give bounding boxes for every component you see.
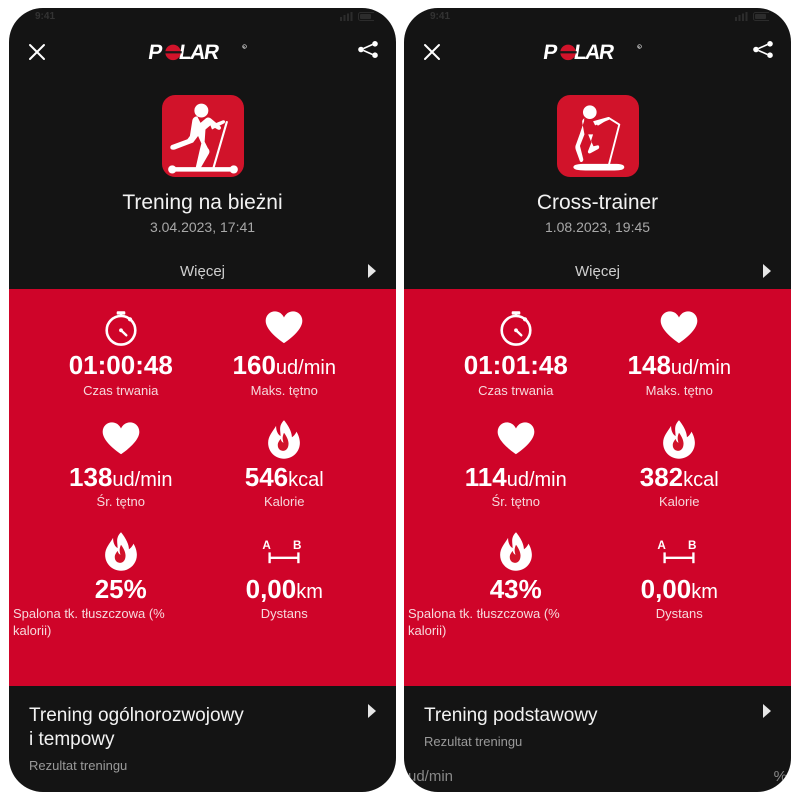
svg-text:A: A [658,539,667,552]
svg-text:B: B [688,539,696,552]
svg-text:P: P [147,42,165,63]
svg-text:B: B [293,539,301,552]
svg-text:LAR: LAR [177,42,221,63]
svg-text:LAR: LAR [572,42,616,63]
svg-text:R: R [638,45,640,49]
svg-text:A: A [263,539,272,552]
svg-text:R: R [243,45,245,49]
svg-text:P: P [542,42,560,63]
